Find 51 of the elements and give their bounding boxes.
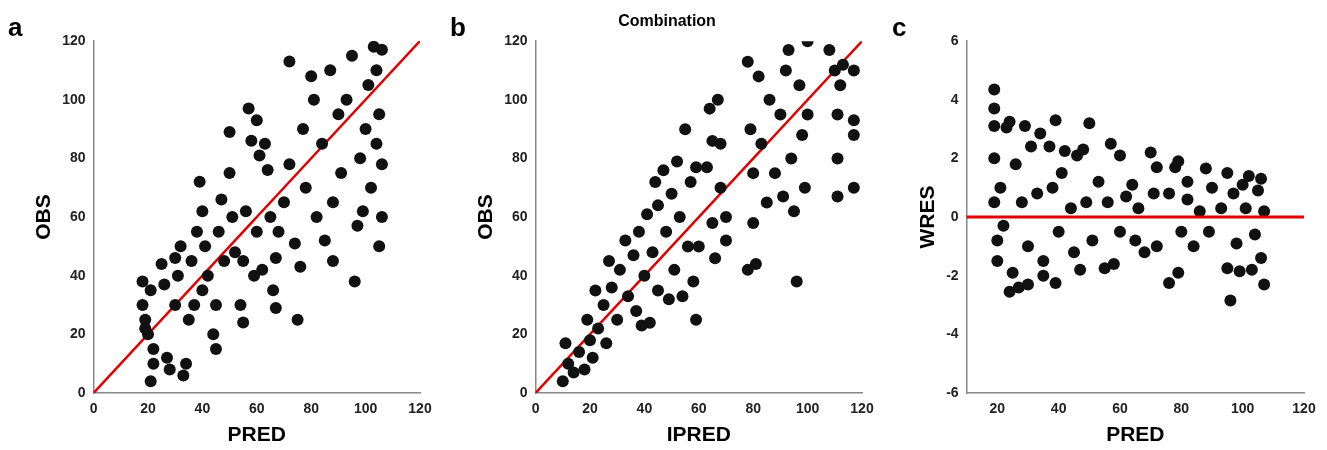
x-axis-title: PRED <box>1106 422 1165 446</box>
x-tick-label: 120 <box>408 400 432 417</box>
chart-title: Combination <box>618 12 716 30</box>
y-tick-label: 40 <box>69 266 86 283</box>
y-tick-label: 120 <box>62 31 86 48</box>
x-tick-label: 120 <box>850 400 874 417</box>
y-tick-label: 0 <box>77 383 86 400</box>
x-tick-label: 100 <box>1230 400 1255 417</box>
x-tick-label: 100 <box>353 400 378 417</box>
x-tick-label: 20 <box>582 400 598 417</box>
y-tick-label: 60 <box>69 207 86 224</box>
y-tick-label: 20 <box>511 325 528 342</box>
y-tick-label: -4 <box>946 325 959 342</box>
y-tick-label: -2 <box>946 266 959 283</box>
x-tick-label: 0 <box>89 400 98 417</box>
x-tick-label: 80 <box>745 400 762 417</box>
y-tick-label: -6 <box>946 383 959 400</box>
y-tick-label: 20 <box>69 325 86 342</box>
x-axis-title: IPRED <box>666 422 731 446</box>
y-tick-label: 60 <box>511 207 528 224</box>
text: b <box>450 12 466 43</box>
y-tick-label: 80 <box>511 149 528 166</box>
x-tick-label: 40 <box>636 400 653 417</box>
y-axis-title: OBS <box>31 194 55 240</box>
y-tick-label: 6 <box>950 31 959 48</box>
x-tick-label: 60 <box>690 400 707 417</box>
x-tick-label: 40 <box>1050 400 1067 417</box>
x-tick-label: 60 <box>248 400 265 417</box>
x-tick-label: 40 <box>194 400 211 417</box>
y-tick-label: 0 <box>950 207 959 224</box>
x-tick-label: 60 <box>1112 400 1128 417</box>
x-tick-label: 120 <box>1292 400 1316 417</box>
y-axis-title: OBS <box>473 194 497 240</box>
y-tick-label: 80 <box>69 149 86 166</box>
y-tick-label: 120 <box>504 32 528 49</box>
y-tick-label: 100 <box>62 90 86 107</box>
y-tick-label: 100 <box>504 90 528 107</box>
x-tick-label: 20 <box>989 400 1006 417</box>
y-tick-label: 0 <box>519 383 528 400</box>
x-tick-label: 100 <box>795 400 820 417</box>
y-axis-title: WRES <box>915 185 939 249</box>
y-tick-label: 2 <box>950 149 959 166</box>
text: a <box>8 12 23 43</box>
text: c <box>892 12 907 43</box>
x-tick-label: 80 <box>1173 400 1190 417</box>
y-tick-label: 4 <box>950 90 959 107</box>
x-tick-label: 20 <box>140 400 156 417</box>
y-tick-label: 40 <box>511 266 528 283</box>
x-tick-label: 80 <box>303 400 320 417</box>
x-axis-title: PRED <box>227 422 286 446</box>
x-tick-label: 0 <box>531 400 540 417</box>
